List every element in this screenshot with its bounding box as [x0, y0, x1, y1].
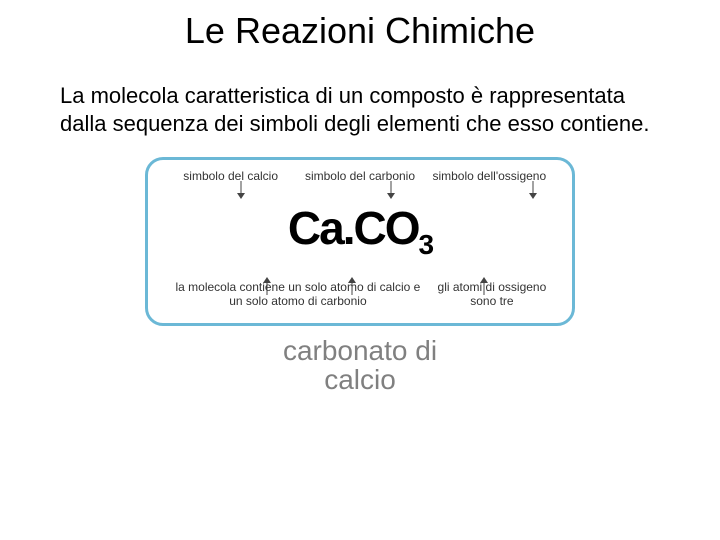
diagram-caption: carbonato di calcio — [0, 336, 720, 395]
label-calcium-symbol: simbolo del calcio — [167, 170, 295, 183]
arrows-down-row — [166, 185, 554, 203]
label-single-atoms: la molecola contiene un solo atomo di ca… — [166, 281, 430, 309]
label-carbon-symbol: simbolo del carbonio — [296, 170, 424, 183]
top-label-row: simbolo del calcio simbolo del carbonio … — [166, 170, 554, 183]
formula-ca: Ca — [288, 202, 343, 254]
formula-diagram: simbolo del calcio simbolo del carbonio … — [145, 157, 575, 326]
body-paragraph: La molecola caratteristica di un compost… — [0, 52, 720, 157]
caption-line1: carbonato di — [283, 335, 437, 366]
chemical-formula: Ca.CO3 — [166, 205, 554, 259]
formula-o: O — [385, 202, 419, 254]
label-oxygen-symbol: simbolo dell'ossigeno — [425, 170, 553, 183]
bottom-label-row: la molecola contiene un solo atomo di ca… — [166, 281, 554, 309]
diagram-container: simbolo del calcio simbolo del carbonio … — [0, 157, 720, 326]
formula-c: C — [354, 202, 385, 254]
arrows-up-row — [166, 259, 554, 277]
label-three-oxygen: gli atomi di ossigeno sono tre — [430, 281, 554, 309]
page-title: Le Reazioni Chimiche — [0, 0, 720, 52]
formula-sub: 3 — [419, 229, 433, 260]
caption-line2: calcio — [324, 364, 396, 395]
formula-dot: . — [343, 202, 354, 254]
